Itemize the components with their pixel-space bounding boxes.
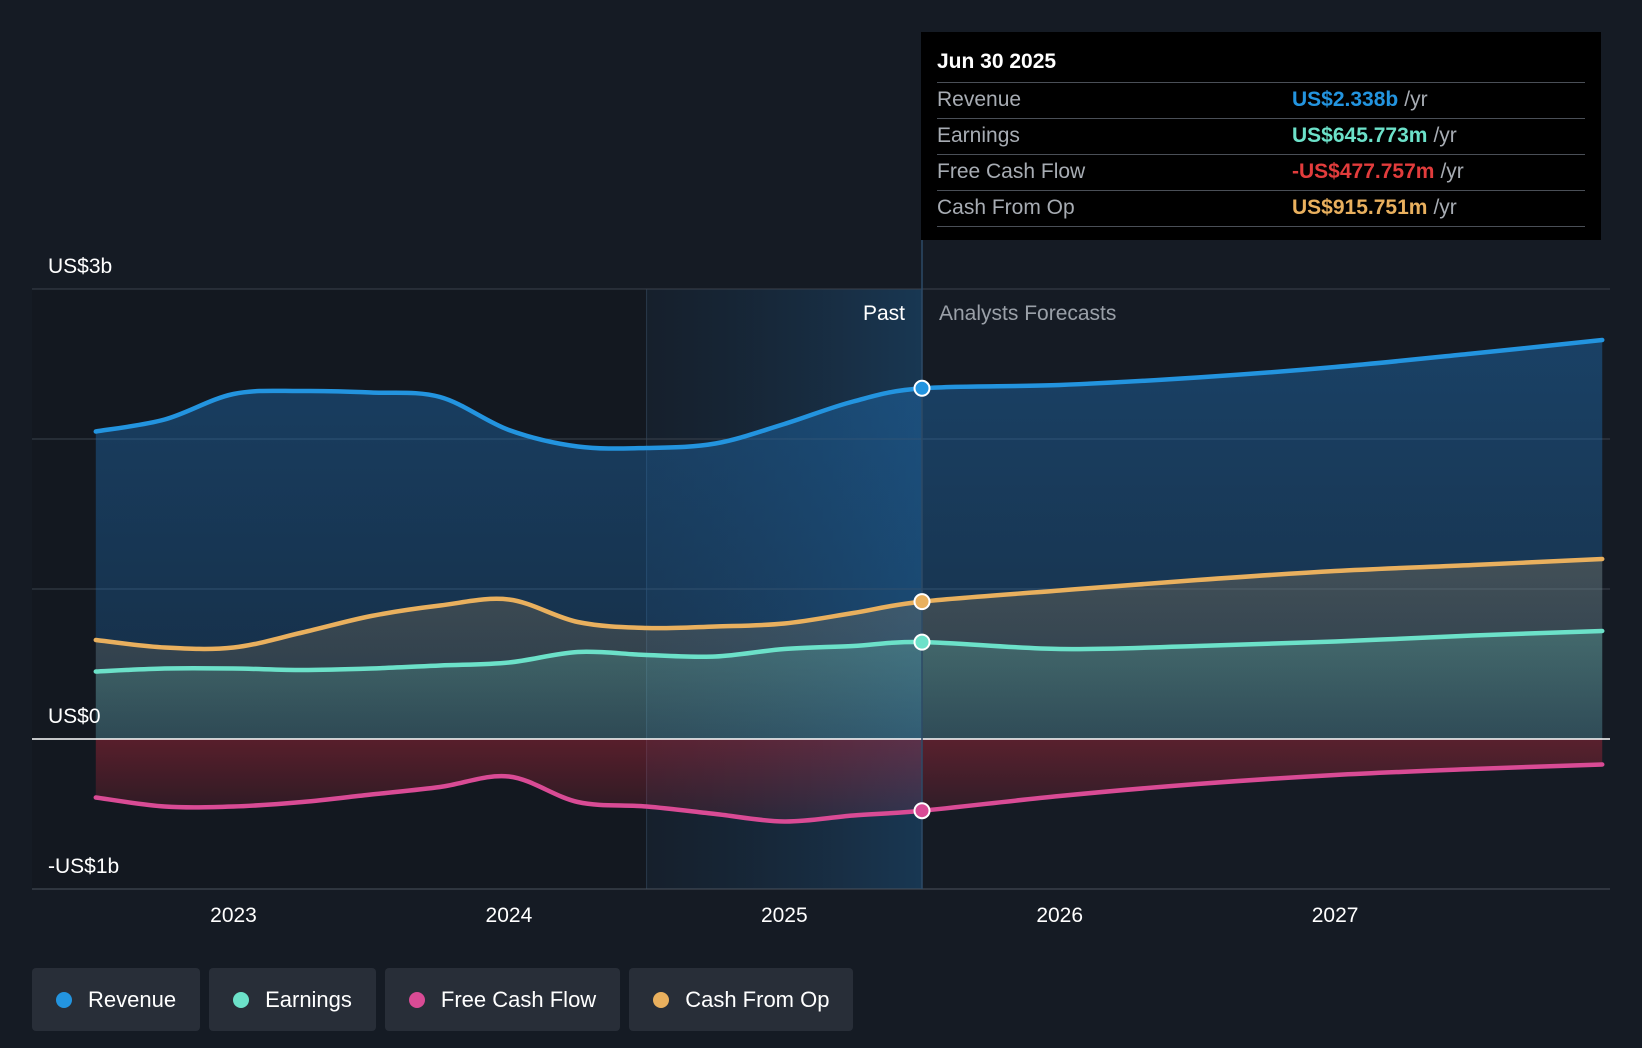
legend-dot-icon [653,991,670,1008]
y-label-top: US$3b [48,255,112,278]
tooltip-unit: /yr [1404,88,1428,111]
free-cash-flow-point [913,802,931,820]
legend-item-cash-from-op[interactable]: Cash From Op [629,968,854,1031]
revenue-earnings-chart: US$3b US$0 -US$1b 2023 2024 2025 2026 2027 Past A… [32,240,1610,927]
tooltip-row-free-cash-flow: Free Cash Flow -US$477.757m /yr [937,154,1585,190]
earnings-area [95,631,1603,739]
legend-label: Free Cash Flow [440,986,597,1012]
x-tick-label: 2026 [1036,904,1083,927]
past-label: Past [863,302,905,325]
legend-label: Revenue [88,986,177,1012]
tooltip-unit: /yr [1433,196,1457,219]
tooltip-value: US$2.338b [1292,88,1399,111]
revenue-point [913,379,931,397]
cash-from-op-point [913,593,931,611]
tooltip-row-earnings: Earnings US$645.773m /yr [937,118,1585,154]
tooltip-label: Free Cash Flow [937,160,1086,183]
legend-item-revenue[interactable]: Revenue [32,968,201,1031]
tooltip-unit: /yr [1433,124,1457,147]
legend-label: Cash From Op [685,986,830,1012]
legend-dot-icon [408,991,425,1008]
free-cash-flow-area [95,739,1603,822]
tooltip-value: US$645.773m [1292,124,1428,147]
legend: Revenue Earnings Free Cash Flow Cash Fro… [32,968,854,1031]
tooltip-date: Jun 30 2025 [937,50,1057,73]
revenue-line [93,337,1605,451]
tooltip-label: Earnings [937,124,1020,147]
tooltip: Jun 30 2025 Revenue US$2.338b /yr Earnin… [921,32,1601,240]
legend-item-free-cash-flow[interactable]: Free Cash Flow [384,968,621,1031]
tooltip-unit: /yr [1440,160,1464,183]
x-tick-label: 2025 [761,904,808,927]
x-tick-label: 2027 [1312,904,1359,927]
free-cash-flow-line [93,762,1605,824]
legend-label: Earnings [265,986,352,1012]
tooltip-value: US$915.751m [1292,196,1428,219]
forecast-label: Analysts Forecasts [939,302,1116,325]
cash-from-op-line [93,556,1605,652]
tooltip-row-revenue: Revenue US$2.338b /yr [937,82,1585,118]
y-label-bottom: -US$1b [48,855,119,878]
x-tick-label: 2023 [210,904,257,927]
y-label-zero: US$0 [48,705,101,728]
earnings-line [93,628,1605,674]
legend-dot-icon [233,991,250,1008]
legend-dot-icon [56,991,72,1008]
tooltip-value: -US$477.757m [1292,160,1435,183]
legend-item-earnings[interactable]: Earnings [209,968,376,1031]
earnings-point [913,633,931,651]
tooltip-label: Revenue [937,88,1022,111]
tooltip-row-cash-from-op: Cash From Op US$915.751m /yr [937,190,1585,227]
tooltip-label: Cash From Op [937,196,1075,219]
x-tick-label: 2024 [486,904,533,927]
